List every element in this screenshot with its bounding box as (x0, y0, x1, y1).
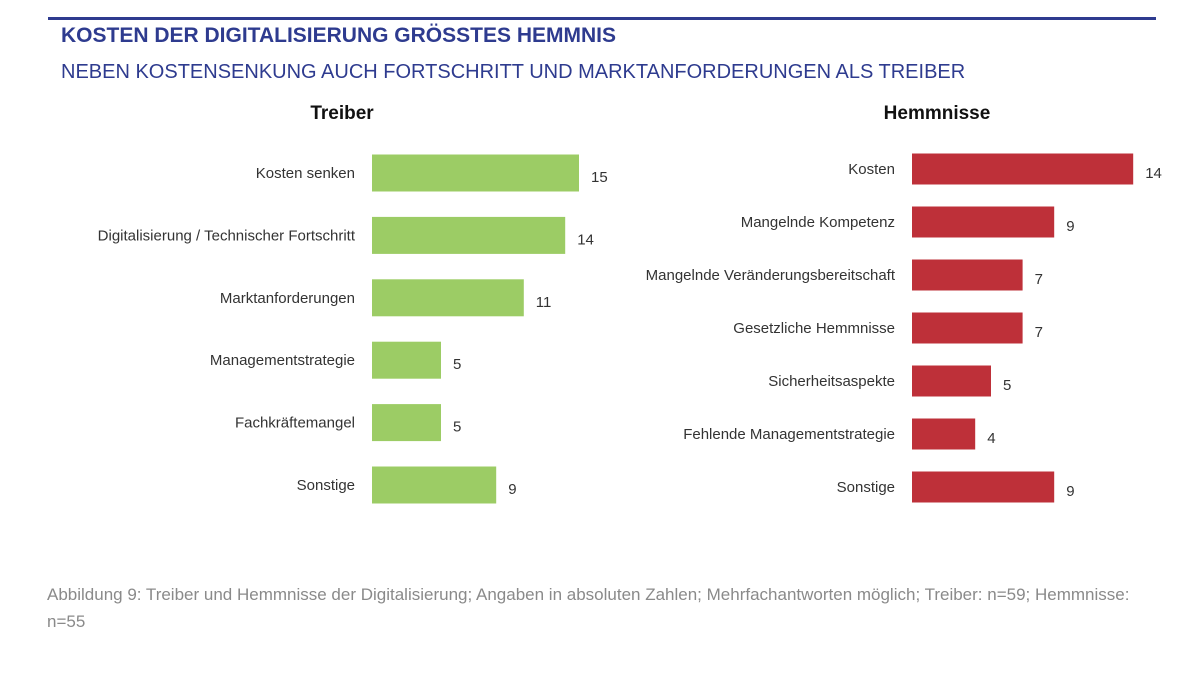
hemmnisse-value-label: 9 (1066, 483, 1074, 500)
treiber-value-label: 5 (453, 419, 461, 436)
treiber-value-label: 5 (453, 356, 461, 373)
hemmnisse-value-label: 14 (1145, 165, 1162, 182)
hemmnisse-category-label: Mangelnde Veränderungsbereitschaft (646, 267, 896, 284)
treiber-bar (372, 154, 579, 192)
treiber-category-label: Sonstige (297, 477, 355, 494)
hemmnisse-panel-title: Hemmnisse (884, 103, 991, 124)
treiber-bar (372, 279, 524, 317)
hemmnisse-category-label: Mangelnde Kompetenz (741, 214, 895, 231)
treiber-value-label: 14 (577, 231, 594, 248)
hemmnisse-bar (912, 471, 1055, 503)
treiber-value-label: 11 (536, 294, 552, 311)
treiber-value-label: 15 (591, 169, 608, 186)
hemmnisse-category-label: Fehlende Managementstrategie (683, 426, 895, 443)
hemmnisse-bar (912, 259, 1023, 291)
treiber-bar (372, 341, 441, 379)
treiber-bar (372, 466, 497, 504)
figure-caption: Abbildung 9: Treiber und Hemmnisse der D… (47, 585, 1130, 631)
hemmnisse-bar (912, 312, 1023, 344)
hemmnisse-category-label: Sonstige (837, 479, 895, 496)
hemmnisse-bar (912, 153, 1134, 185)
header-rule (48, 17, 1156, 20)
treiber-category-label: Managementstrategie (210, 352, 355, 369)
hemmnisse-category-label: Gesetzliche Hemmnisse (733, 320, 895, 337)
hemmnisse-bar (912, 418, 976, 450)
hemmnisse-value-label: 4 (987, 430, 995, 447)
treiber-category-label: Digitalisierung / Technischer Fortschrit… (98, 227, 356, 244)
treiber-bar (372, 216, 566, 254)
hemmnisse-value-label: 9 (1066, 218, 1074, 235)
treiber-category-label: Marktanforderungen (220, 290, 355, 307)
hemmnisse-value-label: 7 (1035, 324, 1043, 341)
hemmnisse-bar (912, 206, 1055, 238)
treiber-value-label: 9 (508, 481, 516, 498)
treiber-category-label: Fachkräftemangel (235, 415, 355, 432)
charts-svg: Treiber Kosten senken 15 Digitalisierung / … (98, 103, 1162, 504)
treiber-bar (372, 404, 441, 442)
hemmnisse-bar (912, 365, 991, 397)
hemmnisse-value-label: 7 (1035, 271, 1043, 288)
hemmnisse-category-label: Sicherheitsaspekte (768, 373, 895, 390)
page-subtitle: NEBEN KOSTENSENKUNG AUCH FORTSCHRITT UND… (61, 61, 966, 83)
treiber-panel-title: Treiber (310, 103, 374, 124)
hemmnisse-value-label: 5 (1003, 377, 1011, 394)
hemmnisse-category-label: Kosten (848, 161, 895, 178)
page-title: KOSTEN DER DIGITALISIERUNG GRÖSSTES HEMM… (61, 24, 616, 47)
treiber-category-label: Kosten senken (256, 165, 355, 182)
